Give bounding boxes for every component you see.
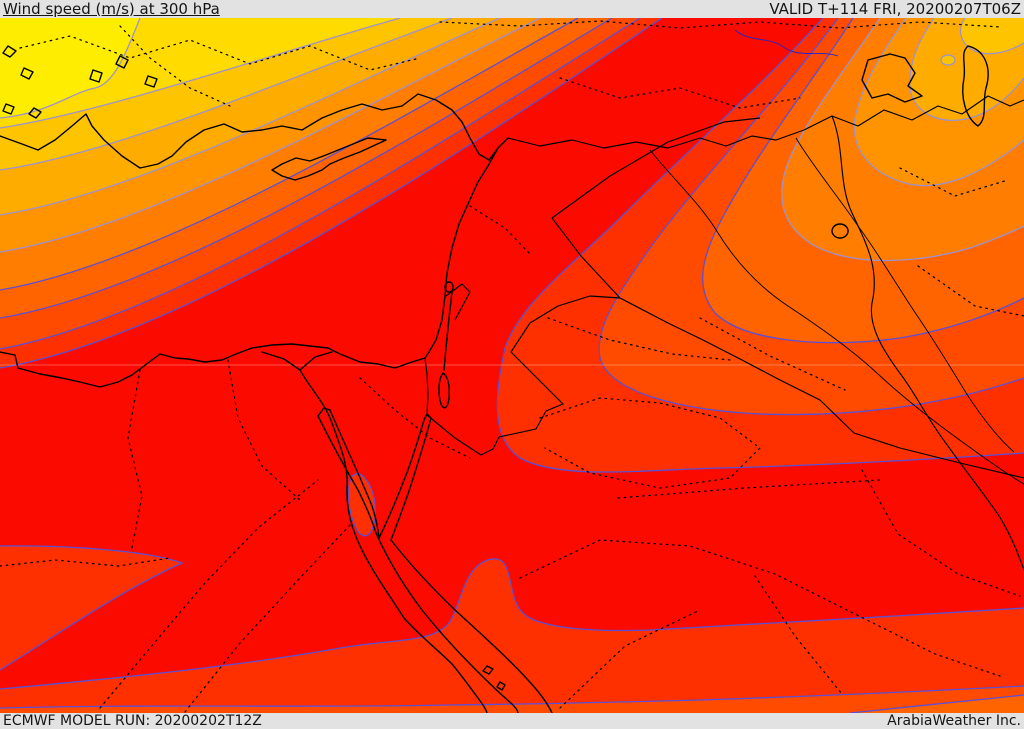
turkey-east-border [803,95,1024,131]
river-blue [734,29,839,57]
sinai-east-shore [378,419,425,539]
nile-river [299,369,488,713]
nile-delta [261,351,333,371]
aegean-islands [2,45,42,119]
levant-africa-coastline [0,147,499,388]
contour-band [348,473,376,536]
gulf-of-suez-west-shore [317,415,377,534]
admin-boundaries [0,20,1024,713]
contour-lines [0,18,1024,713]
model-run-label: ECMWF MODEL RUN: 20200202T12Z [3,712,262,729]
header-bar: Wind speed (m/s) at 300 hPa VALID T+114 … [0,0,1024,18]
lake-urmia [962,45,989,127]
map-title: Wind speed (m/s) at 300 hPa [3,0,220,18]
lake-van [861,53,923,103]
brand-label: ArabiaWeather Inc. [887,712,1021,729]
contour-band [0,18,140,118]
syria-lebanon-border [445,283,471,321]
suez-head [317,407,331,417]
contour-band [0,558,1024,713]
syria-iraq-border [551,117,761,219]
contour-band [850,695,1024,713]
egypt-israel-border [424,357,429,416]
euphrates-river [649,149,1024,485]
wind-contour-map [0,18,1024,713]
small-lake [831,223,849,239]
turkish-lakes [89,55,158,88]
weather-map [0,18,1024,713]
jordan-river [443,291,453,371]
red-sea-arabian-shore [390,539,553,713]
red-sea-african-shore [375,532,519,713]
iraq-iran-border [831,115,1024,571]
country-borders [424,95,1024,571]
turkey-syria-border [507,129,805,149]
dead-sea [438,372,450,409]
footer-bar: ECMWF MODEL RUN: 20200202T12Z ArabiaWeat… [0,713,1024,729]
sinai-west-shore [329,409,380,539]
tigris-river [795,137,1015,453]
rivers [649,29,1024,485]
contour-band [0,545,182,670]
valid-time-label: VALID T+114 FRI, 20200207T06Z [769,0,1021,18]
coastlines [0,45,989,713]
red-sea-islands [482,665,506,691]
sea-of-galilee [444,281,454,293]
jordan-saudi-border [426,295,621,456]
iraq-saudi-border [619,297,1024,479]
cyprus-island [271,137,387,181]
contour-band [941,55,955,65]
jordan-iraq-border [551,217,621,299]
turkey-coastline [0,93,509,169]
aqaba-east-shore [390,417,432,541]
contour-band [960,18,1024,54]
